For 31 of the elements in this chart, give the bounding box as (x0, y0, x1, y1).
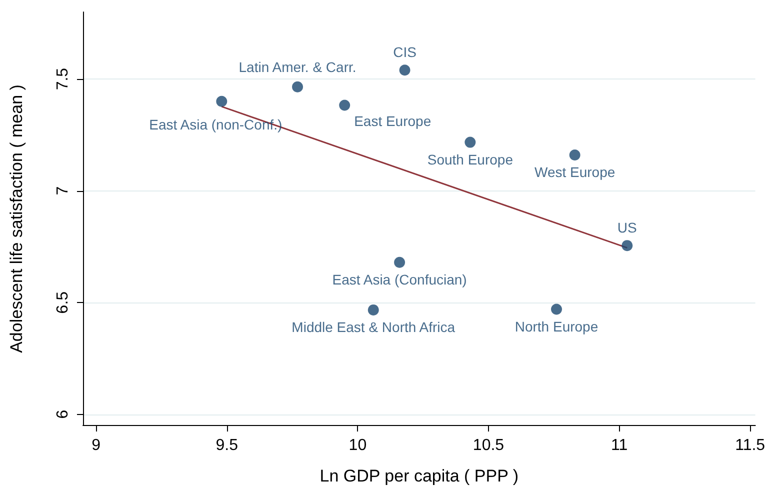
y-tick-label: 7.5 (54, 68, 72, 90)
x-tick-label: 10.5 (472, 437, 504, 454)
annotation: South Europe (427, 151, 514, 168)
point (216, 96, 228, 107)
point (368, 304, 379, 316)
point (551, 304, 562, 315)
x-tick-label: 9 (92, 437, 101, 454)
point (622, 240, 633, 252)
annotation: East Asia (Confucian) (332, 271, 467, 288)
annotation: West Europe (534, 164, 616, 180)
y-tick-label: 6 (54, 410, 72, 419)
point (399, 64, 410, 76)
x-tick-label: 10 (348, 437, 367, 454)
annotation: Middle East & North Africa (292, 318, 456, 335)
point (464, 136, 476, 148)
point (394, 256, 406, 268)
annotation: CIS (393, 44, 416, 60)
y-axis-title: Adolescent life satisfaction ( mean ) (7, 84, 26, 353)
y-tick-label: 7 (54, 186, 72, 196)
point (339, 100, 350, 111)
x-tick-label: 11.5 (735, 437, 766, 454)
y-tick-label: 6.5 (54, 291, 72, 314)
annotation: Latin Amer. & Carr. (238, 58, 356, 75)
x-tick-label: 11 (610, 437, 628, 454)
x-tick-label: 9.5 (216, 437, 238, 454)
point (569, 150, 580, 161)
point (292, 81, 304, 92)
annotation: US (617, 220, 637, 236)
annotation: North Europe (514, 318, 598, 334)
x-axis-title: Ln GDP per capita ( PPP ) (320, 466, 519, 486)
annotation: East Europe (354, 113, 432, 130)
